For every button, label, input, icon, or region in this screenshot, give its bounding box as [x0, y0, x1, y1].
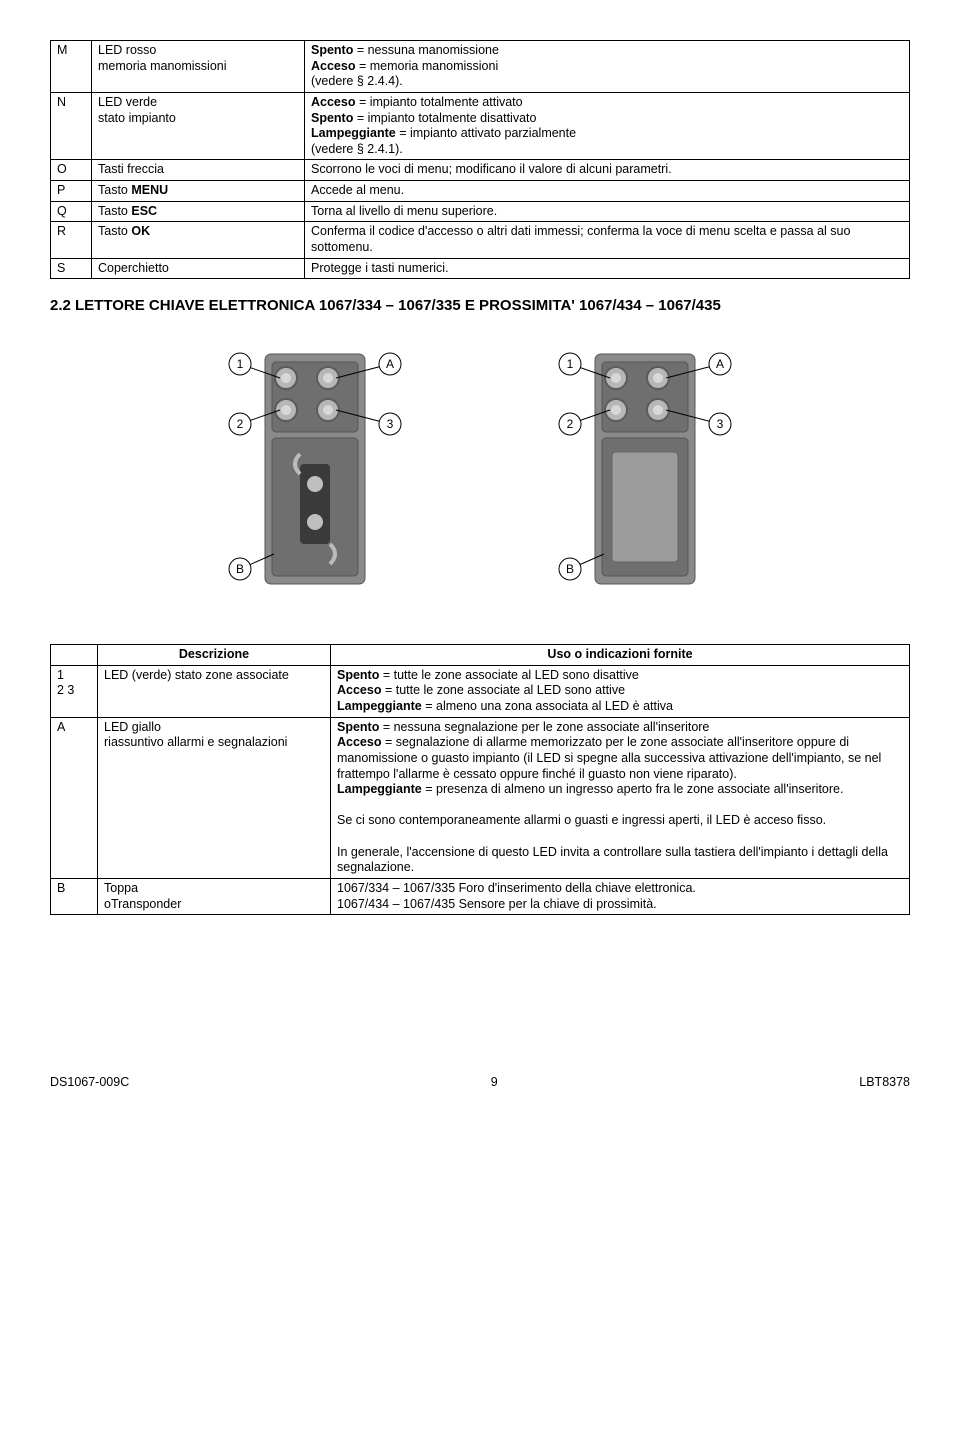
cell-desc: Scorrono le voci di menu; modificano il …: [305, 160, 910, 181]
cell-label: LED rossomemoria manomissioni: [92, 41, 305, 93]
figure-row: 1 2 A 3 B 1 2 A 3 B: [50, 344, 910, 604]
cell-label: ToppaoTransponder: [98, 878, 331, 914]
cell-label: Tasto OK: [92, 222, 305, 258]
svg-text:3: 3: [387, 417, 394, 431]
table-header-use: Uso o indicazioni fornite: [331, 645, 910, 666]
cell-key: S: [51, 258, 92, 279]
cell-desc: Conferma il codice d'accesso o altri dat…: [305, 222, 910, 258]
svg-text:1: 1: [237, 357, 244, 371]
table-row: NLED verdestato impiantoAcceso = impiant…: [51, 92, 910, 160]
table-led-keys: MLED rossomemoria manomissioniSpento = n…: [50, 40, 910, 279]
cell-key: R: [51, 222, 92, 258]
svg-text:A: A: [716, 357, 724, 371]
svg-text:2: 2: [567, 417, 574, 431]
table-row: PTasto MENUAccede al menu.: [51, 181, 910, 202]
table-reader-desc: Descrizione Uso o indicazioni fornite 12…: [50, 644, 910, 915]
cell-label: LED gialloriassuntivo allarmi e segnalaz…: [98, 717, 331, 878]
cell-key: B: [51, 878, 98, 914]
table-row: MLED rossomemoria manomissioniSpento = n…: [51, 41, 910, 93]
svg-text:2: 2: [237, 417, 244, 431]
svg-text:B: B: [566, 562, 574, 576]
page-footer: DS1067-009C 9 LBT8378: [50, 1075, 910, 1089]
table-row: 12 3LED (verde) stato zone associateSpen…: [51, 665, 910, 717]
cell-key: Q: [51, 201, 92, 222]
cell-label: Coperchietto: [92, 258, 305, 279]
table-row: SCoperchiettoProtegge i tasti numerici.: [51, 258, 910, 279]
cell-desc: Acceso = impianto totalmente attivatoSpe…: [305, 92, 910, 160]
table-row: BToppaoTransponder1067/334 – 1067/335 Fo…: [51, 878, 910, 914]
cell-label: Tasti freccia: [92, 160, 305, 181]
reader-diagram-keyhole: 1 2 A 3 B: [210, 344, 420, 604]
svg-text:1: 1: [567, 357, 574, 371]
section-title: 2.2 LETTORE CHIAVE ELETTRONICA 1067/334 …: [50, 297, 910, 314]
cell-desc: Protegge i tasti numerici.: [305, 258, 910, 279]
table-header-blank: [51, 645, 98, 666]
svg-text:3: 3: [717, 417, 724, 431]
cell-desc: Accede al menu.: [305, 181, 910, 202]
cell-desc: Spento = tutte le zone associate al LED …: [331, 665, 910, 717]
cell-key: 12 3: [51, 665, 98, 717]
cell-desc: 1067/334 – 1067/335 Foro d'inserimento d…: [331, 878, 910, 914]
cell-label: Tasto ESC: [92, 201, 305, 222]
cell-label: Tasto MENU: [92, 181, 305, 202]
table-header-desc: Descrizione: [98, 645, 331, 666]
cell-desc: Torna al livello di menu superiore.: [305, 201, 910, 222]
cell-key: N: [51, 92, 92, 160]
table-row: QTasto ESCTorna al livello di menu super…: [51, 201, 910, 222]
cell-desc: Spento = nessuna segnalazione per le zon…: [331, 717, 910, 878]
footer-left: DS1067-009C: [50, 1075, 129, 1089]
cell-key: M: [51, 41, 92, 93]
table-row: OTasti frecciaScorrono le voci di menu; …: [51, 160, 910, 181]
cell-label: LED (verde) stato zone associate: [98, 665, 331, 717]
cell-label: LED verdestato impianto: [92, 92, 305, 160]
footer-right: LBT8378: [859, 1075, 910, 1089]
table-row: ALED gialloriassuntivo allarmi e segnala…: [51, 717, 910, 878]
reader-diagram-transponder: 1 2 A 3 B: [540, 344, 750, 604]
cell-desc: Spento = nessuna manomissioneAcceso = me…: [305, 41, 910, 93]
svg-text:B: B: [236, 562, 244, 576]
cell-key: A: [51, 717, 98, 878]
cell-key: O: [51, 160, 92, 181]
cell-key: P: [51, 181, 92, 202]
table-row: RTasto OKConferma il codice d'accesso o …: [51, 222, 910, 258]
svg-text:A: A: [386, 357, 394, 371]
footer-center: 9: [491, 1075, 498, 1089]
